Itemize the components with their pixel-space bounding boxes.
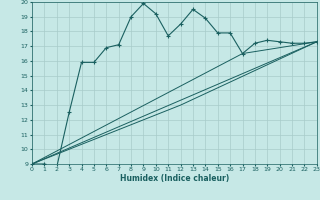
X-axis label: Humidex (Indice chaleur): Humidex (Indice chaleur) <box>120 174 229 183</box>
